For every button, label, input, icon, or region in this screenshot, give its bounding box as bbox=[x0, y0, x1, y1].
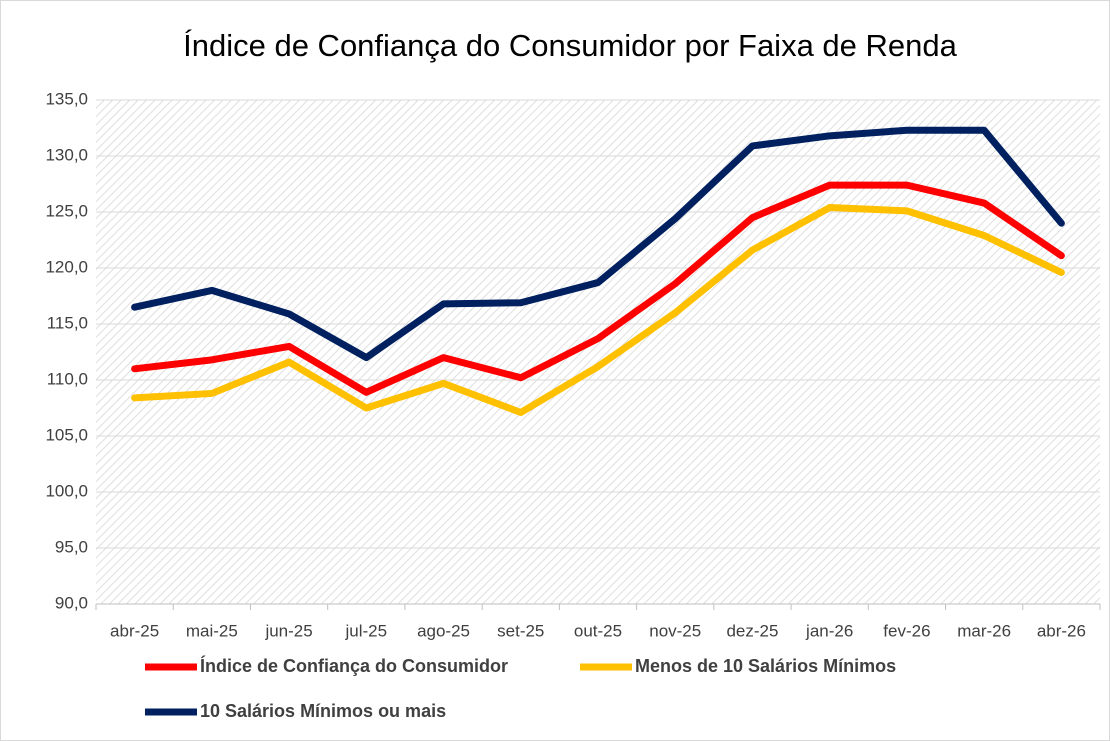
legend-label: Índice de Confiança do Consumidor bbox=[200, 655, 508, 676]
x-tick-label: dez-25 bbox=[726, 621, 778, 640]
y-tick-label: 115,0 bbox=[47, 313, 88, 332]
y-tick-label: 125,0 bbox=[45, 201, 88, 220]
x-tick-label: fev-26 bbox=[883, 621, 930, 640]
x-tick-label: mar-26 bbox=[957, 621, 1011, 640]
x-tick-label: ago-25 bbox=[417, 621, 470, 640]
x-tick-label: jun-25 bbox=[264, 621, 312, 640]
legend-label: 10 Salários Mínimos ou mais bbox=[200, 701, 446, 721]
y-tick-label: 110,0 bbox=[47, 369, 88, 388]
x-tick-label: jan-26 bbox=[805, 621, 853, 640]
x-tick-label: mai-25 bbox=[186, 621, 238, 640]
x-tick-label: abr-25 bbox=[110, 621, 159, 640]
x-tick-label: abr-26 bbox=[1037, 621, 1086, 640]
series-line bbox=[131, 181, 1065, 396]
y-tick-label: 130,0 bbox=[45, 145, 88, 164]
series-line bbox=[131, 204, 1065, 416]
y-tick-label: 120,0 bbox=[45, 257, 88, 276]
y-tick-label: 135,0 bbox=[45, 89, 88, 108]
x-tick-label: jul-25 bbox=[345, 621, 388, 640]
y-tick-label: 90,0 bbox=[55, 593, 88, 612]
y-tick-label: 100,0 bbox=[45, 481, 88, 500]
y-tick-label: 105,0 bbox=[45, 425, 88, 444]
x-tick-label: nov-25 bbox=[649, 621, 701, 640]
x-tick-label: set-25 bbox=[497, 621, 544, 640]
y-tick-label: 95,0 bbox=[55, 537, 88, 556]
chart-title: Índice de Confiança do Consumidor por Fa… bbox=[183, 28, 958, 63]
x-tick-label: out-25 bbox=[574, 621, 622, 640]
series-line bbox=[131, 126, 1065, 362]
legend-label: Menos de 10 Salários Mínimos bbox=[635, 656, 896, 676]
